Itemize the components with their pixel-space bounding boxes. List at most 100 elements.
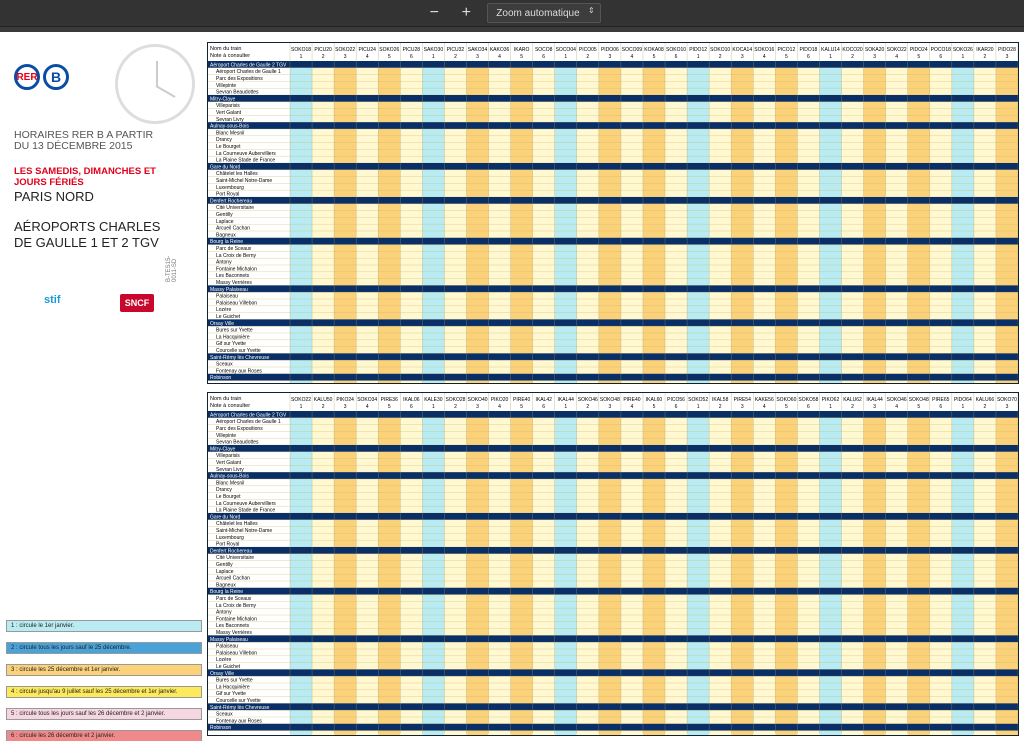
station-name: Parc de Sceaux [216,246,252,252]
station-name: Lozère [216,307,232,313]
train-note: 2 [851,404,854,410]
train-name: KAKO36 [490,47,510,53]
station-name: Sceaux [216,712,233,718]
station-name: Sceaux [216,362,233,368]
train-name: PIRE65 [932,397,949,403]
train-name: PIRE54 [734,397,751,403]
train-name: SOCO8 [535,47,553,53]
station-name: Saint-Michel Notre-Dame [216,528,272,534]
train-note: 4 [366,54,369,60]
station-name: Cité Universitaire [216,205,254,211]
station-band [208,411,1018,418]
station-name: Mitry-Claye [210,96,235,102]
train-note: 6 [807,404,810,410]
station-name: Massy Palaiseau [210,637,248,643]
train-note: 2 [984,404,987,410]
direction-from: PARIS NORD [14,189,94,204]
station-name: Cité Universitaire [216,555,254,561]
train-note: 2 [454,404,457,410]
train-note: 1 [829,54,832,60]
station-name: Gare du Nord [210,514,241,520]
train-name: SOKO40 [468,397,488,403]
station-name: Massy Verrières [216,630,252,636]
station-name: Lozère [216,657,232,663]
train-note: 5 [785,404,788,410]
station-name: La Hacquinière [216,334,250,340]
station-name: Le Bourget [216,494,241,500]
station-band [208,197,1018,204]
station-band [208,723,1018,731]
station-name: Gentilly [216,562,233,568]
train-note: 1 [697,404,700,410]
station-name: Aéroport Charles de Gaulle 1 [216,69,281,75]
zoom-select[interactable]: Zoom automatique ⇕ [487,3,601,23]
train-name: KALU14 [821,47,840,53]
train-note: 5 [785,54,788,60]
legend-item: 6 : circule les 26 décembre et 2 janvier… [6,730,202,741]
train-name: SOKO28 [445,397,465,403]
stif-logo: stif [44,294,61,306]
station-name: Robinson [210,725,231,731]
train-note: 3 [873,54,876,60]
station-name: Mitry-Claye [210,446,235,452]
station-name: Le Bourget [216,144,241,150]
station-name: Villeparisis [216,103,240,109]
rer-label: RER [14,64,40,90]
station-name: Saint-Rémy lès Chevreuse [210,355,270,361]
station-name: Drancy [216,137,232,143]
station-name: Port Royal [216,542,239,548]
station-name: Robinson [210,375,231,381]
train-name: PIRE40 [513,397,530,403]
train-note: 6 [410,404,413,410]
station-name: La Croix de Berny [216,253,257,259]
station-band [208,61,1018,68]
train-name: SOKO10 [710,47,730,53]
train-name: KOCA14 [732,47,752,53]
train-name: PICU20 [314,47,332,53]
station-name: Châtelet les Halles [216,521,258,527]
station-name: Villepinte [216,433,236,439]
train-name: SAKO30 [424,47,444,53]
station-name: Le Guichet [216,314,241,320]
station-name: Fontaine Michalon [216,266,257,272]
station-name: Sevran Livry [216,467,244,473]
train-name: PICU24 [358,47,376,53]
header-label: Note à consulter [210,403,250,409]
train-note: 6 [939,54,942,60]
train-note: 3 [741,54,744,60]
station-name: Vert Galant [216,460,242,466]
station-name: Palaiseau [216,644,238,650]
station-name: Drancy [216,487,232,493]
zoom-out-button[interactable]: − [429,4,439,21]
train-name: SOKO58 [798,397,818,403]
train-note: 2 [322,404,325,410]
train-note: 4 [895,54,898,60]
document-page: RER B HORAIRES RER B A PARTIR DU 13 DÉCE… [0,32,1024,741]
station-name: Denfert Rochereau [210,198,252,204]
viewer-toolbar: − + Zoom automatique ⇕ [0,0,1024,27]
station-name: Aulnay-sous-Bois [210,474,249,480]
train-note: 2 [586,54,589,60]
train-note: 1 [300,54,303,60]
legend-item: 2 : circule tous les jours sauf le 25 dé… [6,642,202,654]
train-name: IKAL44 [558,397,575,403]
station-name: Orsay Ville [210,321,234,327]
station-name: Laplace [216,569,234,575]
train-name: SOKO22 [335,47,355,53]
header-label: Note à consulter [210,53,250,59]
zoom-in-button[interactable]: + [461,4,471,21]
station-name: Arcueil Cachan [216,226,250,232]
station-name: Sevran Beaudottes [216,90,259,96]
train-note: 2 [851,54,854,60]
train-name: SOCO04 [556,47,577,53]
train-name: PIDO18 [800,47,818,53]
timetable-bottom: Nom du train Note à consulter SOKO22 1 KALU5… [207,392,1019,736]
train-note: 5 [520,54,523,60]
station-band [208,95,1018,102]
legend-item: 3 : circule les 25 décembre et 1er janvi… [6,664,202,676]
station-name: Laplace [216,219,234,225]
train-name: POCO18 [931,47,952,53]
train-name: IKAL44 [866,397,883,403]
station-name: Massy Palaiseau [210,287,248,293]
train-name: KALU66 [976,397,995,403]
